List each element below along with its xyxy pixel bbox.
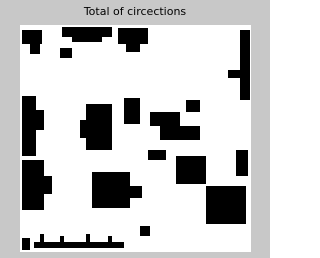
binary-image <box>0 0 270 258</box>
figure-window: Total of circections <box>0 0 270 258</box>
